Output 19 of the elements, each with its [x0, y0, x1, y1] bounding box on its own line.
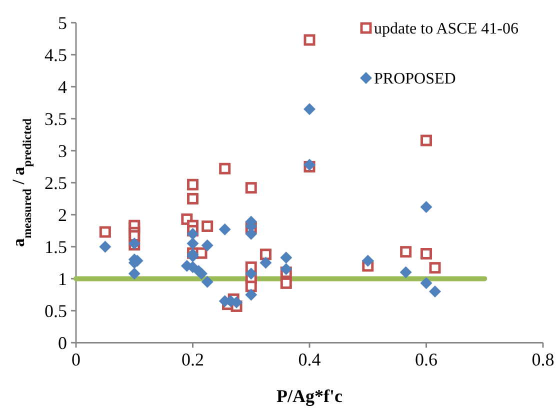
y-tick-label: 4	[58, 77, 67, 97]
x-tick-label: 0.6	[415, 350, 438, 370]
y-tick-label: 3	[58, 141, 67, 161]
y-tick-label: 1.5	[44, 237, 67, 257]
y-tick-label: 2.5	[44, 173, 67, 193]
y-tick-label: 1	[58, 269, 67, 289]
y-tick-label: 0.5	[44, 301, 67, 321]
y-tick-label: 4.5	[44, 45, 67, 65]
x-tick-label: 0.4	[298, 350, 321, 370]
y-tick-label: 0	[58, 333, 67, 353]
legend-label: PROPOSED	[374, 70, 456, 88]
x-axis-title: P/Ag*f'c	[276, 386, 342, 406]
x-tick-label: 0.2	[182, 350, 204, 370]
y-tick-label: 2	[58, 205, 67, 225]
legend-label: update to ASCE 41-06	[374, 20, 518, 38]
x-tick-label: 0.8	[532, 350, 554, 370]
y-tick-label: 5	[58, 13, 67, 33]
y-tick-label: 3.5	[44, 109, 67, 129]
x-tick-label: 0	[72, 350, 80, 370]
